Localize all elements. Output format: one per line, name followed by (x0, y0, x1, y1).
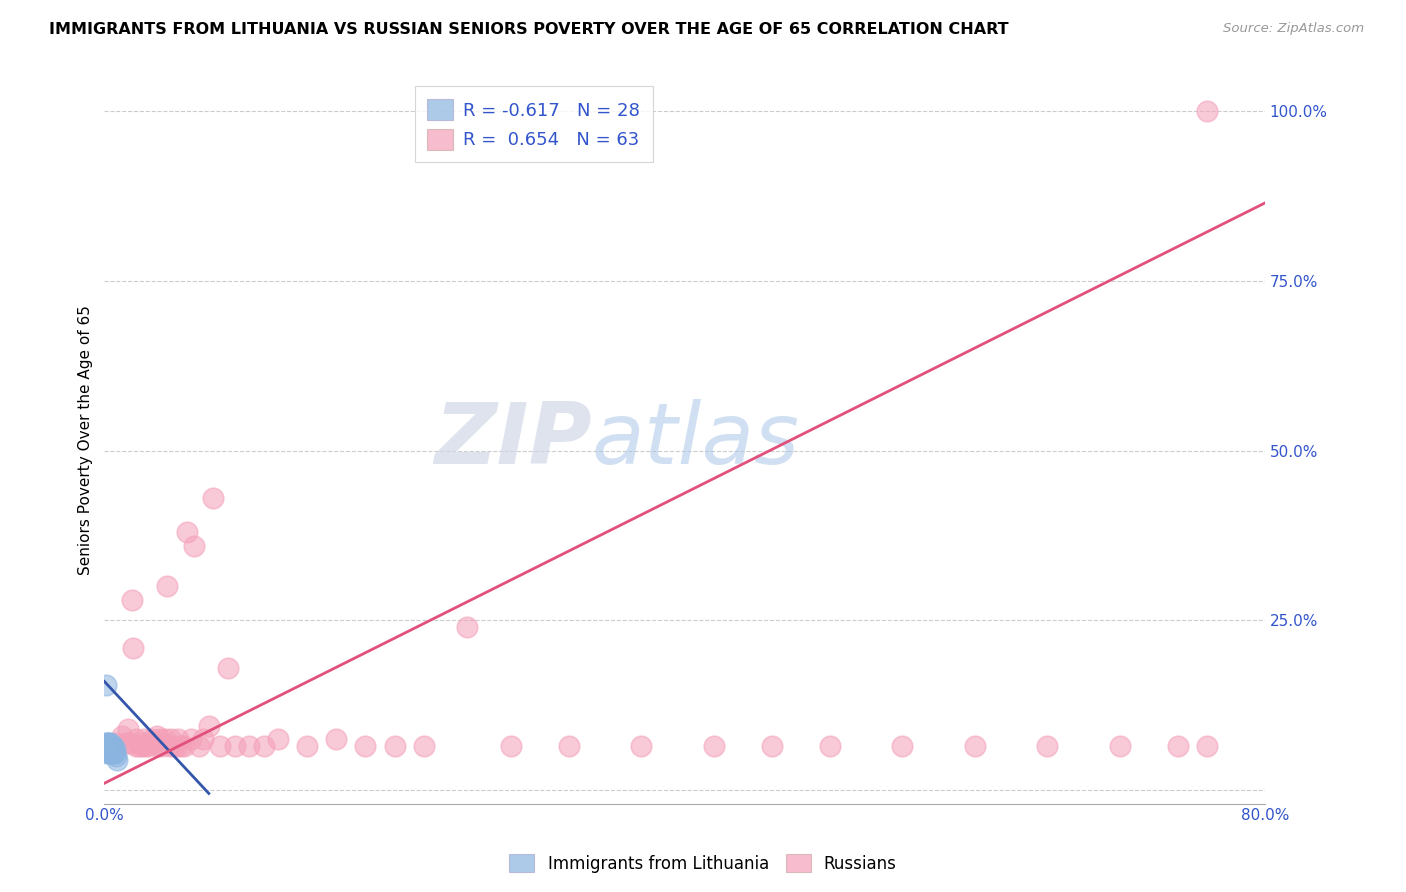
Point (202, 491, 225, 506)
Legend: Immigrants from Lithuania, Russians: Immigrants from Lithuania, Russians (502, 847, 904, 880)
Point (163, 739, 186, 753)
Point (96, 746, 118, 760)
Point (98, 742, 121, 756)
Point (97, 739, 120, 753)
Point (191, 732, 214, 747)
Y-axis label: Seniors Poverty Over the Age of 65: Seniors Poverty Over the Age of 65 (79, 306, 93, 575)
Point (132, 732, 155, 747)
Point (1195, 739, 1218, 753)
Point (111, 729, 134, 743)
Point (1036, 739, 1059, 753)
Point (100, 739, 122, 753)
Point (101, 742, 124, 756)
Point (156, 579, 179, 593)
Point (97, 739, 120, 753)
Point (297, 739, 319, 753)
Point (103, 746, 125, 760)
Point (148, 732, 170, 747)
Point (217, 661, 239, 675)
Point (456, 620, 478, 634)
Point (98, 739, 121, 753)
Point (557, 739, 579, 753)
Point (176, 525, 198, 540)
Point (121, 593, 143, 607)
Point (267, 732, 290, 747)
Point (97, 742, 120, 756)
Point (98, 746, 121, 760)
Point (141, 732, 163, 747)
Point (703, 739, 725, 753)
Point (120, 735, 142, 749)
Point (170, 739, 193, 753)
Point (103, 742, 125, 756)
Text: ZIP: ZIP (434, 399, 592, 482)
Point (129, 735, 152, 749)
Point (115, 735, 138, 749)
Text: Source: ZipAtlas.com: Source: ZipAtlas.com (1223, 22, 1364, 36)
Text: IMMIGRANTS FROM LITHUANIA VS RUSSIAN SENIORS POVERTY OVER THE AGE OF 65 CORRELAT: IMMIGRANTS FROM LITHUANIA VS RUSSIAN SEN… (49, 22, 1010, 37)
Point (96, 742, 118, 756)
Text: atlas: atlas (592, 399, 800, 482)
Point (166, 739, 188, 753)
Point (155, 732, 177, 747)
Point (104, 749, 127, 764)
Point (98, 735, 121, 749)
Point (94, 735, 117, 749)
Point (499, 739, 522, 753)
Point (152, 739, 174, 753)
Point (122, 640, 145, 655)
Point (97, 746, 120, 760)
Point (125, 739, 148, 753)
Point (224, 739, 246, 753)
Point (963, 739, 986, 753)
Point (198, 718, 221, 732)
Point (159, 739, 181, 753)
Point (891, 739, 914, 753)
Point (136, 739, 159, 753)
Point (325, 732, 347, 747)
Point (138, 735, 160, 749)
Point (761, 739, 783, 753)
Point (384, 739, 406, 753)
Point (100, 746, 122, 760)
Point (160, 732, 183, 747)
Point (180, 732, 202, 747)
Point (117, 722, 139, 736)
Point (96, 735, 118, 749)
Point (104, 735, 127, 749)
Point (173, 739, 195, 753)
Point (412, 739, 434, 753)
Point (253, 739, 276, 753)
Point (142, 735, 165, 749)
Point (128, 739, 150, 753)
Point (1167, 739, 1189, 753)
Point (98, 739, 121, 753)
Point (146, 739, 169, 753)
Point (101, 739, 124, 753)
Point (134, 739, 156, 753)
Point (101, 746, 124, 760)
Point (97, 735, 120, 749)
Point (354, 739, 377, 753)
Legend: R = -0.617   N = 28, R =  0.654   N = 63: R = -0.617 N = 28, R = 0.654 N = 63 (415, 87, 652, 162)
Point (630, 739, 652, 753)
Point (125, 732, 148, 747)
Point (1108, 739, 1130, 753)
Point (131, 739, 153, 753)
Point (96, 739, 118, 753)
Point (100, 742, 122, 756)
Point (100, 742, 122, 756)
Point (167, 732, 190, 747)
Point (187, 739, 209, 753)
Point (238, 739, 260, 753)
Point (94, 742, 117, 756)
Point (183, 539, 205, 553)
Point (818, 739, 841, 753)
Point (145, 729, 167, 743)
Point (209, 739, 232, 753)
Point (107, 752, 129, 766)
Point (1195, 104, 1218, 119)
Point (94, 678, 117, 692)
